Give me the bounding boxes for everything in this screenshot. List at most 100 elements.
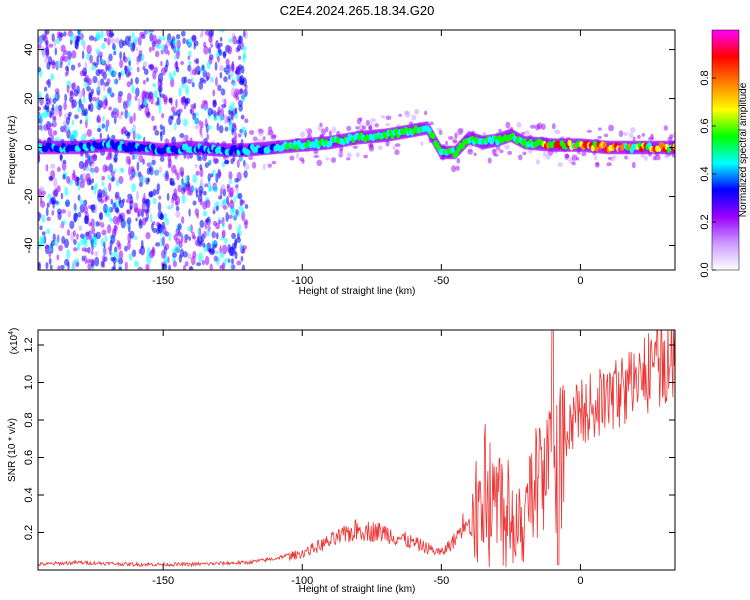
spectrogram-cell [332,126,337,134]
spectrogram-cell [243,170,248,179]
snr-x-tick-label: -50 [433,575,449,587]
spectrogram-cell [228,214,233,219]
spectrogram-cell [219,30,225,33]
spectrogram-cell [39,196,43,204]
spectrogram-cell [249,130,255,136]
spectrogram-cell [85,114,89,123]
spectrogram-cell [96,128,102,133]
spectrogram-cell [199,167,204,178]
spectrogram-x-axis-label: Height of straight line (km) [299,286,416,297]
spectrogram-cell [172,111,177,116]
spectrogram-cell [520,131,526,135]
spectrogram-cell [135,190,140,201]
colorbar-tick-label: 0.2 [699,214,711,229]
spectrogram-cell [54,88,60,94]
spectrogram-cell [79,199,84,205]
spectrogram-cell [107,37,111,46]
spectrogram-cell [38,43,42,49]
spectrogram-cell [262,136,266,141]
spectrogram-cell [628,132,634,139]
spectrogram-cell [214,61,218,71]
spectrogram-cell [86,128,92,138]
colorbar-gradient [711,29,740,271]
spectrogram-cell [127,240,131,251]
snr-x-tick-label: -100 [291,575,313,587]
spectrogram-cell [184,175,188,185]
spectrogram-cell [218,219,222,224]
spectrogram-cell [229,187,234,197]
spectrogram-cell [47,56,53,65]
spectrogram-cell [49,243,52,253]
spectrogram-cell [192,200,197,206]
spectrogram-cell [179,133,185,139]
spectrogram-cell [504,144,510,150]
spectrogram-cell [107,57,110,67]
spectrogram-cell [54,47,58,56]
spectrogram-cell [234,107,238,114]
spectrogram-cell [193,42,196,50]
spectrogram-cell [180,61,185,66]
spectrogram-cell [454,132,458,140]
spectrogram-cell [150,95,154,105]
spectrogram-cell [119,51,123,60]
spectrogram-cell [571,154,578,161]
spectrogram-cell [355,152,360,158]
spectrogram-x-tick-label: 0 [577,275,583,287]
spectrogram-y-tick-label: 20 [23,92,35,104]
spectrogram-cell [80,103,85,112]
spectrogram-cell [135,76,139,85]
spectrogram-cell [235,95,240,101]
spectrogram-cell [241,206,245,216]
spectrogram-cell [630,127,636,133]
spectrogram-cell [198,120,202,127]
spectrogram-cell [192,174,198,184]
spectrogram-cell [69,135,75,143]
spectrogram-cell [394,143,401,147]
spectrogram-cell [61,161,67,171]
spectrogram-cell [74,114,79,120]
spectrogram-cell [145,177,150,185]
spectrogram-cell [78,90,83,100]
spectrogram-cell [346,152,352,159]
spectrogram-cell [414,108,420,115]
spectrogram-cell [108,182,112,192]
spectrogram-cell [111,266,115,270]
spectrogram-cell [447,136,454,140]
spectrogram-cell [203,45,209,55]
spectrogram-cell [64,258,70,267]
spectrogram-cell [209,186,213,192]
spectrogram-cell [392,145,396,150]
snr-y-tick-label: 1.0 [23,375,35,390]
spectrogram-cell [138,218,142,226]
spectrogram-cell [218,125,224,134]
snr-x-ticks: -150 -100 -50 0 [152,330,583,587]
spectrogram-cell [240,199,246,205]
spectrogram-cell [117,114,123,120]
spectrogram-cell [175,205,180,212]
spectrogram-cell [48,257,52,265]
spectrogram-cell [91,177,95,184]
spectrogram-cell [221,221,225,229]
spectrogram-cell [142,61,148,68]
spectrogram-cell [170,76,175,82]
spectrogram-cell [328,130,333,137]
spectrogram-cell [121,126,127,135]
spectrogram-cell [162,225,167,235]
spectrogram-cell [225,212,229,222]
spectrogram-cell [68,111,72,117]
spectrogram-cell [134,95,138,101]
spectrogram-cell [225,69,229,76]
spectrogram-cell [455,165,460,171]
spectrogram-cell [135,46,139,52]
spectrogram-cell [374,123,379,128]
spectrogram-cell [110,198,114,205]
spectrogram-cell [171,198,174,209]
spectrogram-cell [232,81,237,87]
spectrogram-cell [108,106,113,111]
spectrogram-cell [180,96,186,104]
spectrogram-cell [230,102,235,111]
spectrogram-cell [101,42,106,50]
spectrogram-cell [177,223,182,231]
spectrogram-plot-area [38,30,675,270]
spectrogram-cell [88,231,93,241]
